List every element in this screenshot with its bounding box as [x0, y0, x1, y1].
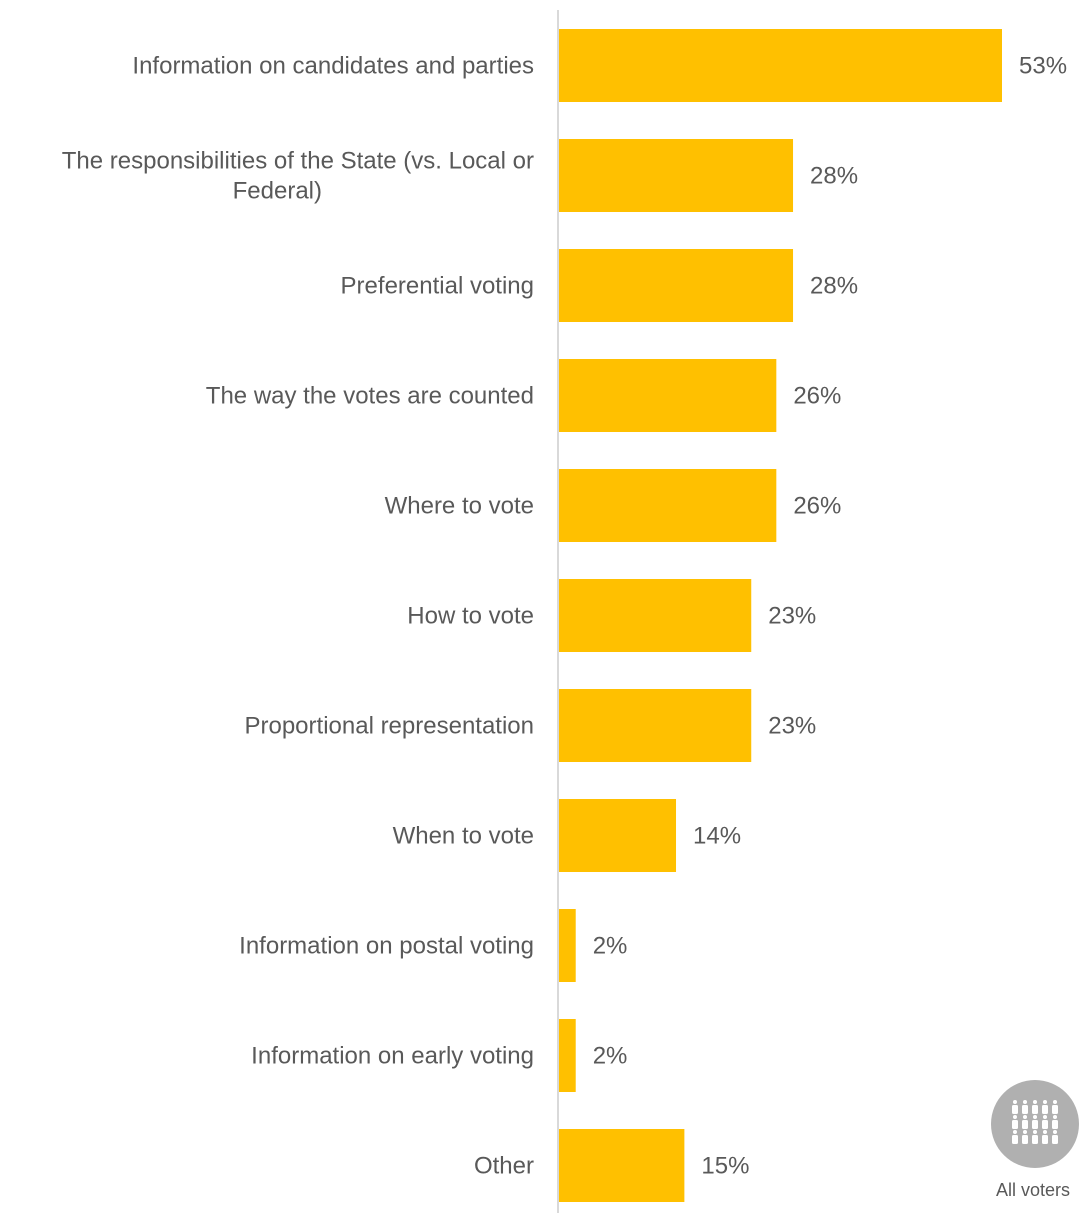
- value-label: 28%: [810, 273, 858, 300]
- category-label: Where to vote: [385, 493, 534, 520]
- value-labels: 53% 28% 28% 26% 26% 23% 23% 14% 2% 2% 15%: [593, 53, 1067, 1180]
- category-label: Preferential voting: [341, 273, 534, 300]
- bar: [559, 579, 752, 652]
- category-label: How to vote: [407, 603, 534, 630]
- category-label: When to vote: [393, 823, 534, 850]
- category-label: The responsibilities of the State (vs. L…: [62, 148, 534, 205]
- category-label: Other: [474, 1153, 534, 1180]
- people-group-icon: [991, 1080, 1079, 1168]
- badge-label: All voters: [995, 1180, 1071, 1200]
- value-label: 28%: [810, 163, 858, 190]
- bar: [559, 249, 794, 322]
- bar: [559, 359, 777, 432]
- value-label: 23%: [768, 713, 816, 740]
- bar: [559, 909, 576, 982]
- category-label: Information on candidates and parties: [132, 53, 534, 80]
- bar: [559, 1129, 685, 1202]
- bar: [559, 689, 752, 762]
- bar: [559, 139, 794, 212]
- category-labels: Information on candidates and parties The…: [62, 53, 534, 1180]
- bar: [559, 469, 777, 542]
- value-label: 2%: [593, 1043, 628, 1070]
- value-label: 14%: [693, 823, 741, 850]
- bar: [559, 1019, 576, 1092]
- category-label: Information on early voting: [251, 1043, 534, 1070]
- all-voters-badge: All voters: [985, 1078, 1081, 1213]
- bars: [559, 29, 1002, 1202]
- value-label: 53%: [1019, 53, 1067, 80]
- category-label: Proportional representation: [244, 713, 534, 740]
- category-label: The way the votes are counted: [206, 383, 534, 410]
- value-label: 15%: [701, 1153, 749, 1180]
- value-label: 23%: [768, 603, 816, 630]
- value-label: 2%: [593, 933, 628, 960]
- bar: [559, 29, 1002, 102]
- bar: [559, 799, 677, 872]
- category-label: Information on postal voting: [239, 933, 534, 960]
- value-label: 26%: [793, 493, 841, 520]
- value-label: 26%: [793, 383, 841, 410]
